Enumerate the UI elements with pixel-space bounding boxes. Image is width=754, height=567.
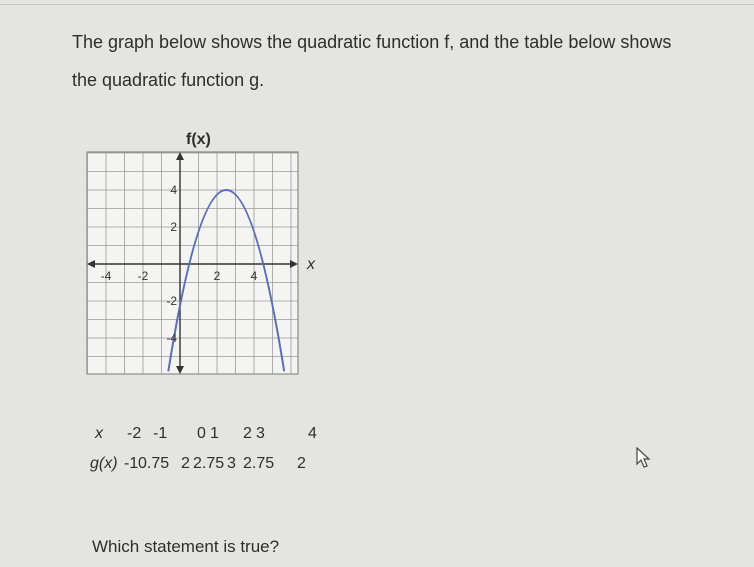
table-cell: 2: [181, 455, 190, 472]
table-cell: -2: [127, 425, 142, 442]
intro-line: The graph below shows the quadratic func…: [72, 32, 672, 52]
axis-arrow: [176, 366, 184, 374]
axes: [92, 157, 293, 369]
table-cell: 2.75: [193, 455, 225, 472]
y-tick-label: -4: [166, 331, 177, 345]
table-cell: 2: [243, 425, 252, 442]
top-border: [0, 4, 754, 5]
parabola: [167, 189, 286, 372]
axis-arrow: [87, 260, 95, 268]
table-cell: -1: [124, 455, 139, 472]
table-cell: 0.75: [138, 455, 170, 472]
table-cell: 1: [210, 425, 219, 442]
prompt: Which statement is true?: [92, 537, 280, 556]
x-tick-label: -2: [138, 269, 149, 283]
x-tick-label: 2: [214, 269, 221, 283]
table-cell: 3: [256, 425, 265, 442]
table-cell: 4: [308, 425, 317, 442]
y-tick-label: 4: [170, 183, 177, 197]
table-cell: -1: [153, 425, 168, 442]
y-tick-label: 2: [170, 220, 177, 234]
x-tick-label: -4: [101, 269, 112, 283]
cursor: [636, 446, 651, 468]
grid-frame: [86, 151, 299, 375]
table-cell: 0: [197, 425, 206, 442]
row-header: g(x): [90, 455, 118, 472]
row-header: x: [95, 425, 103, 442]
grid: [87, 152, 298, 374]
y-axis-label: f(x): [186, 131, 211, 148]
table-cell: 3: [227, 455, 236, 472]
graph: f(x) x -4 -2 2 4 4 2 -2 -4: [86, 131, 316, 375]
table-cell: 2: [297, 455, 306, 472]
axis-arrow: [176, 152, 184, 160]
axis-arrow: [290, 260, 298, 268]
intro-line: the quadratic function g.: [72, 70, 265, 90]
x-tick-label: 4: [251, 269, 258, 283]
x-axis-label: x: [306, 256, 316, 273]
y-tick-label: -2: [166, 294, 177, 308]
table-cell: 2.75: [243, 455, 275, 472]
